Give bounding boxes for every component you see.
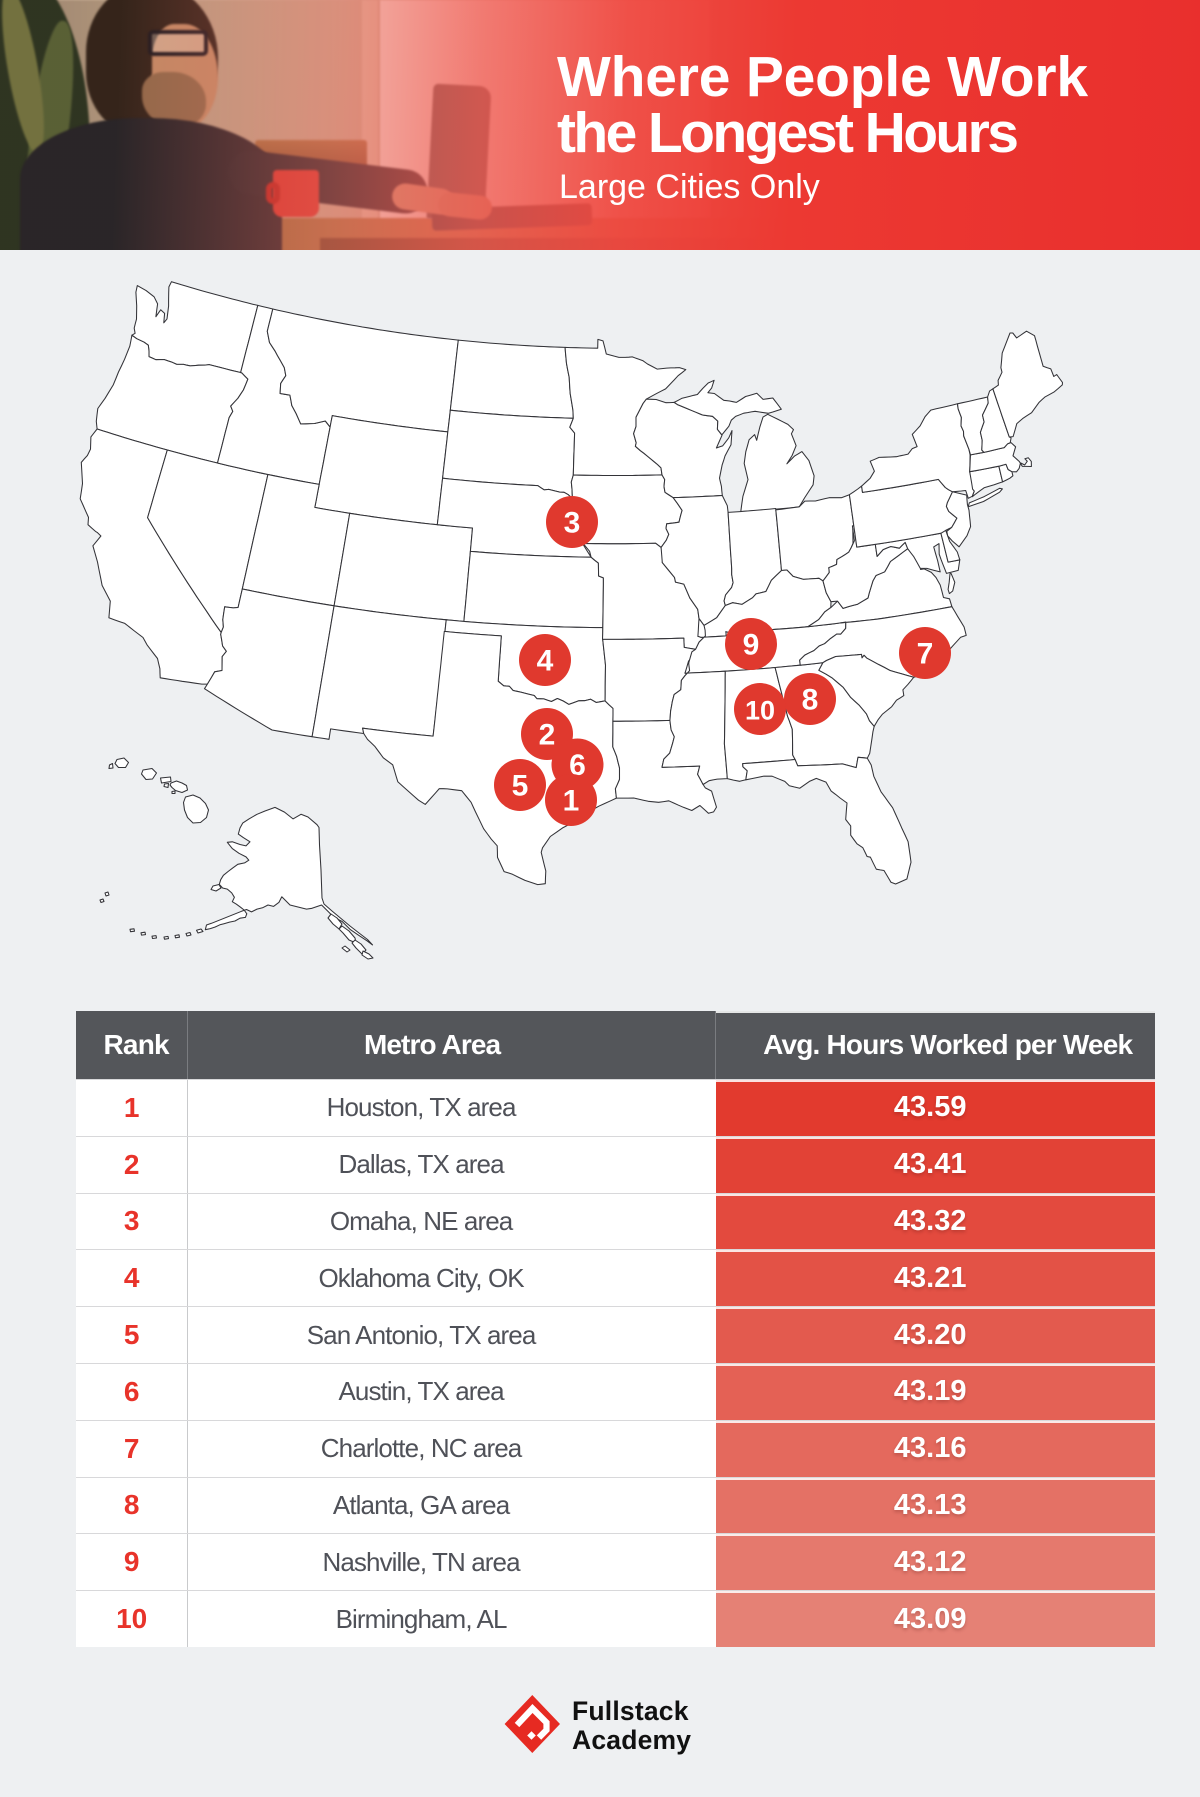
svg-text:7: 7 bbox=[917, 638, 934, 671]
svg-text:2: 2 bbox=[539, 719, 556, 752]
svg-text:1: 1 bbox=[563, 785, 580, 818]
svg-text:8: 8 bbox=[802, 684, 819, 717]
svg-text:9: 9 bbox=[743, 629, 760, 662]
svg-text:3: 3 bbox=[564, 507, 581, 540]
svg-text:4: 4 bbox=[537, 645, 554, 678]
svg-text:5: 5 bbox=[512, 770, 529, 803]
svg-text:10: 10 bbox=[745, 696, 775, 726]
svg-text:6: 6 bbox=[569, 749, 586, 782]
